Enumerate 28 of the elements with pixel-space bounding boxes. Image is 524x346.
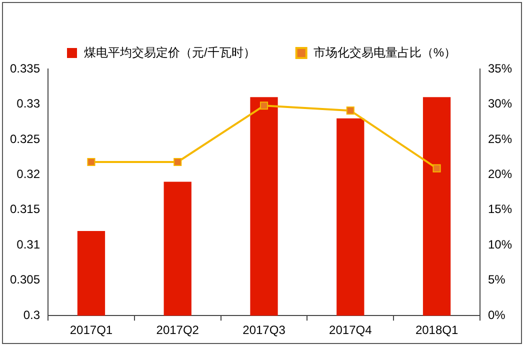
y-tick-label: 0.31: [16, 237, 40, 252]
y2-tick-label: 20%: [488, 167, 512, 181]
y2-tick-label: 10%: [488, 237, 512, 252]
point: [432, 164, 441, 172]
y2-tick-label: 35%: [488, 61, 512, 76]
y2-tick-label: 0%: [488, 308, 506, 322]
y-tick-label: 0.33: [16, 96, 40, 111]
y-tick-label: 0.3: [23, 308, 40, 322]
point: [346, 106, 354, 115]
point: [87, 158, 96, 166]
x-tick-label: 2017Q1: [70, 323, 113, 338]
legend-label: 煤电平均交易定价（元/千瓦时）: [84, 45, 256, 60]
x-tick-label: 2017Q3: [242, 323, 286, 338]
y2-tick-label: 5%: [488, 272, 506, 287]
y2-tick-label: 15%: [488, 202, 512, 216]
y-tick-label: 0.335: [10, 61, 40, 76]
y-tick-label: 0.315: [10, 202, 40, 216]
y2-tick-label: 30%: [488, 96, 512, 111]
legend-label: 市场化交易电量占比（%）: [313, 45, 456, 60]
y-tick-label: 0.305: [10, 272, 40, 287]
x-tick-label: 2017Q2: [156, 323, 200, 338]
point: [260, 102, 268, 110]
y-tick-label: 0.32: [16, 167, 40, 181]
x-tick-label: 2017Q4: [329, 323, 372, 338]
y2-tick-label: 25%: [488, 132, 512, 146]
x-tick-label: 2018Q1: [415, 323, 458, 338]
point: [174, 158, 182, 166]
y-tick-label: 0.325: [10, 132, 40, 146]
